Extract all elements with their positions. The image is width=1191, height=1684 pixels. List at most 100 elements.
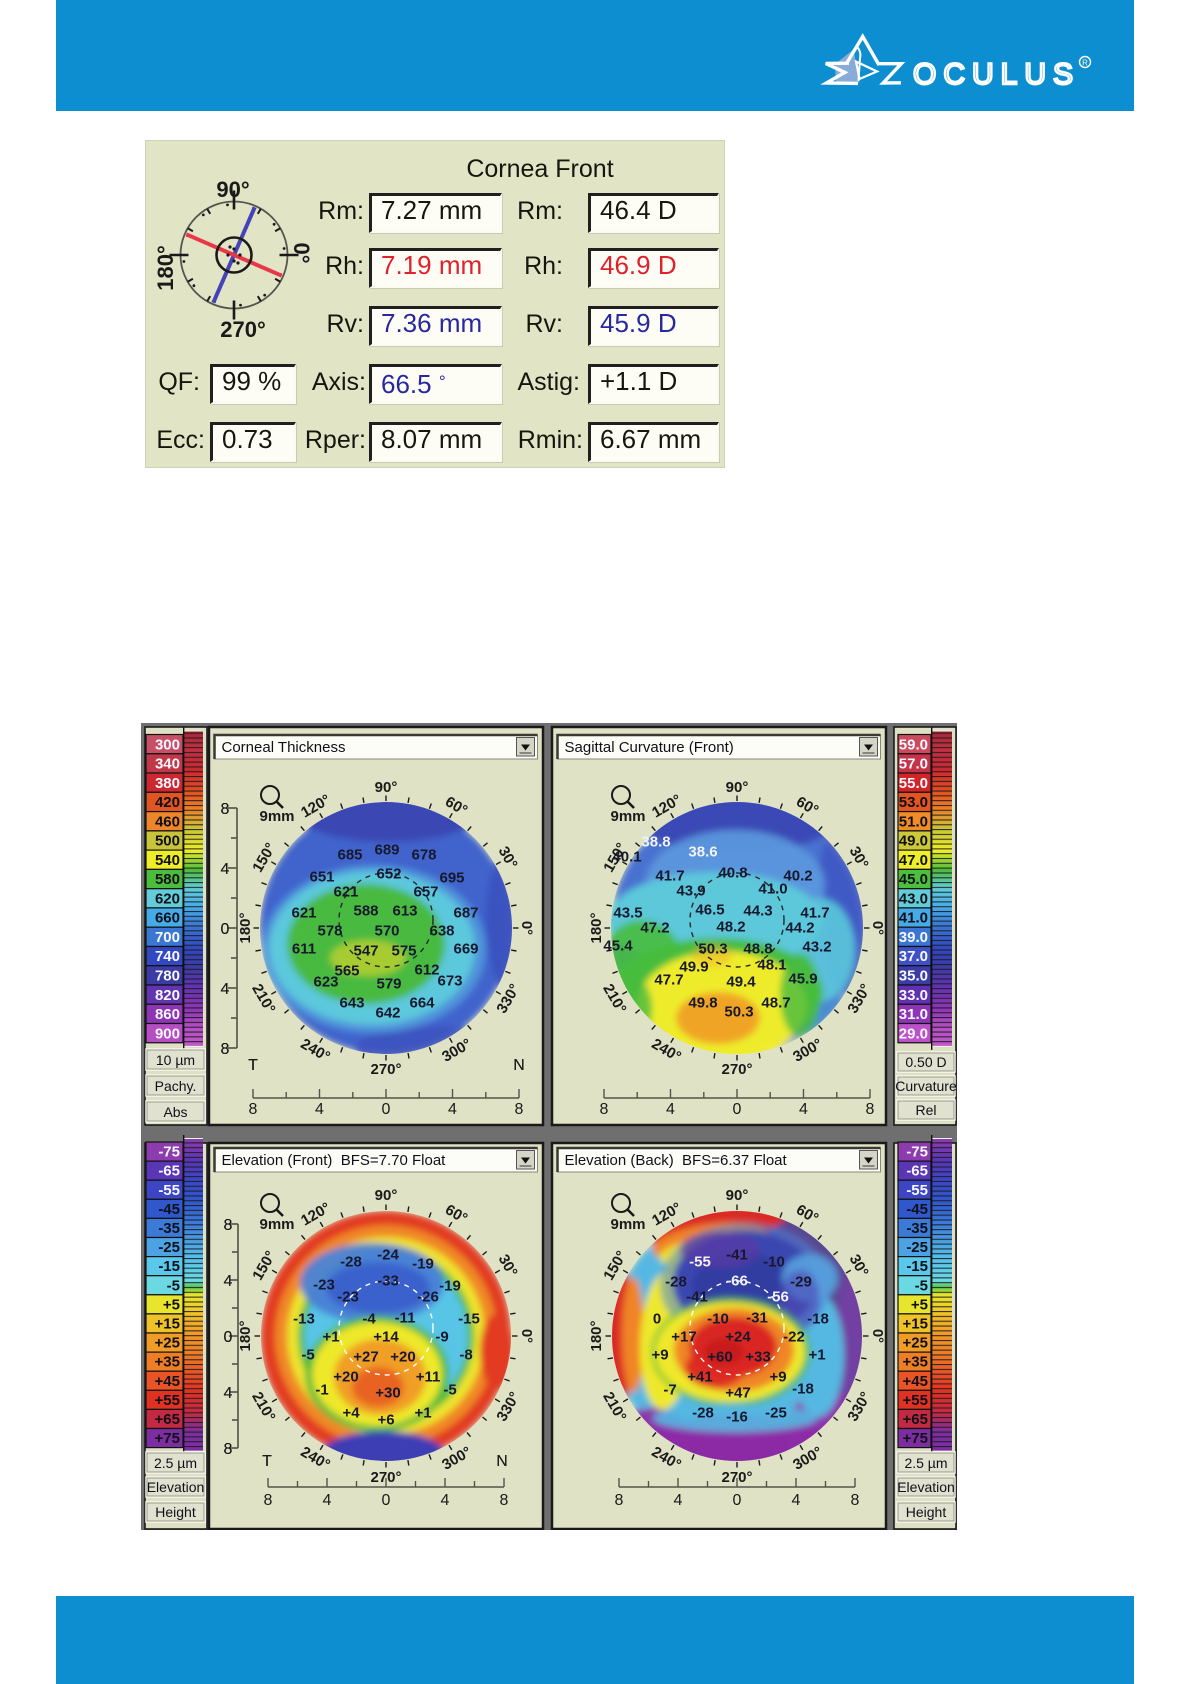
svg-text:621: 621 <box>291 905 316 922</box>
svg-text:8: 8 <box>866 1101 875 1118</box>
svg-text:90°: 90° <box>375 779 398 796</box>
svg-text:180°: 180° <box>237 912 254 943</box>
svg-text:180°: 180° <box>153 245 178 291</box>
svg-text:OCULUS: OCULUS <box>913 58 1080 91</box>
svg-text:2.5 µm: 2.5 µm <box>154 1455 197 1471</box>
svg-text:0: 0 <box>221 921 230 938</box>
svg-text:657: 657 <box>413 884 438 901</box>
svg-text:695: 695 <box>439 870 464 887</box>
svg-text:38.8: 38.8 <box>641 834 670 851</box>
svg-text:-31: -31 <box>746 1310 768 1327</box>
svg-text:0°: 0° <box>518 1329 535 1343</box>
svg-text:651: 651 <box>309 869 334 886</box>
svg-text:0: 0 <box>733 1101 742 1118</box>
svg-text:4: 4 <box>666 1101 675 1118</box>
svg-text:+45: +45 <box>903 1373 928 1390</box>
svg-text:-23: -23 <box>313 1277 335 1294</box>
svg-text:0°: 0° <box>518 921 535 935</box>
svg-text:4: 4 <box>792 1492 801 1509</box>
svg-text:270°: 270° <box>370 1469 401 1486</box>
svg-text:33.0: 33.0 <box>899 987 928 1004</box>
svg-text:+1: +1 <box>322 1329 339 1346</box>
svg-text:4: 4 <box>221 861 230 878</box>
svg-text:+65: +65 <box>155 1411 180 1428</box>
svg-text:50.3: 50.3 <box>724 1004 753 1021</box>
svg-text:+9: +9 <box>769 1369 786 1386</box>
svg-text:+5: +5 <box>163 1296 180 1313</box>
svg-text:Corneal Thickness: Corneal Thickness <box>222 739 346 756</box>
svg-text:48.8: 48.8 <box>743 941 772 958</box>
svg-text:673: 673 <box>437 973 462 990</box>
svg-text:49.4: 49.4 <box>726 974 756 991</box>
svg-text:565: 565 <box>334 963 359 980</box>
svg-text:+47: +47 <box>725 1385 750 1402</box>
svg-text:-10: -10 <box>707 1311 729 1328</box>
svg-text:687: 687 <box>453 905 478 922</box>
svg-text:0°: 0° <box>869 921 886 935</box>
svg-text:38.6: 38.6 <box>688 844 717 861</box>
svg-text:-15: -15 <box>458 1311 480 1328</box>
svg-text:900: 900 <box>155 1025 180 1042</box>
svg-text:45.4: 45.4 <box>603 938 633 955</box>
svg-text:+24: +24 <box>725 1329 751 1346</box>
svg-text:642: 642 <box>375 1005 400 1022</box>
svg-text:50.3: 50.3 <box>698 941 727 958</box>
svg-text:37.0: 37.0 <box>899 948 928 965</box>
svg-text:Elevation (Front) BFS=7.70 Fl: Elevation (Front) BFS=7.70 Float <box>222 1152 447 1169</box>
svg-text:Elevation (Back) BFS=6.37 Flo: Elevation (Back) BFS=6.37 Float <box>565 1152 788 1169</box>
svg-text:270°: 270° <box>220 317 266 342</box>
svg-text:-65: -65 <box>906 1163 928 1180</box>
svg-text:-13: -13 <box>293 1311 315 1328</box>
svg-text:+55: +55 <box>155 1392 180 1409</box>
svg-text:0.50 D: 0.50 D <box>905 1054 946 1070</box>
svg-text:740: 740 <box>155 948 180 965</box>
svg-text:+65: +65 <box>903 1411 928 1428</box>
svg-text:+5: +5 <box>911 1296 928 1313</box>
svg-text:Rel: Rel <box>915 1102 936 1118</box>
svg-text:700: 700 <box>155 929 180 946</box>
svg-text:-5: -5 <box>167 1277 180 1294</box>
svg-text:270°: 270° <box>721 1469 752 1486</box>
svg-text:2.5 µm: 2.5 µm <box>904 1455 947 1471</box>
svg-text:8: 8 <box>224 1441 233 1458</box>
svg-text:579: 579 <box>376 976 401 993</box>
svg-text:31.0: 31.0 <box>899 1006 928 1023</box>
svg-text:Pachy.: Pachy. <box>155 1078 197 1094</box>
svg-text:8: 8 <box>224 1217 233 1234</box>
svg-text:+35: +35 <box>155 1354 180 1371</box>
svg-text:689: 689 <box>374 842 399 859</box>
svg-text:4: 4 <box>221 981 230 998</box>
svg-text:T: T <box>262 1453 272 1470</box>
svg-text:578: 578 <box>317 923 342 940</box>
svg-text:8: 8 <box>221 801 230 818</box>
svg-text:660: 660 <box>155 910 180 927</box>
svg-text:N: N <box>496 1453 508 1470</box>
svg-text:4: 4 <box>224 1385 233 1402</box>
svg-text:612: 612 <box>414 962 439 979</box>
svg-text:+17: +17 <box>671 1329 696 1346</box>
svg-text:4: 4 <box>224 1385 233 1402</box>
svg-text:-41: -41 <box>726 1247 748 1264</box>
svg-text:8: 8 <box>224 1217 233 1234</box>
svg-text:+41: +41 <box>687 1369 712 1386</box>
svg-text:-65: -65 <box>158 1163 180 1180</box>
svg-text:8: 8 <box>500 1492 509 1509</box>
svg-text:420: 420 <box>155 794 180 811</box>
svg-text:340: 340 <box>155 756 180 773</box>
svg-text:47.0: 47.0 <box>899 852 928 869</box>
svg-text:49.9: 49.9 <box>679 959 708 976</box>
svg-text:8: 8 <box>224 1441 233 1458</box>
svg-text:29.0: 29.0 <box>899 1025 928 1042</box>
svg-text:270°: 270° <box>370 1061 401 1078</box>
svg-text:+1: +1 <box>808 1347 825 1364</box>
svg-text:380: 380 <box>155 775 180 792</box>
svg-text:47.2: 47.2 <box>640 920 669 937</box>
svg-text:4: 4 <box>315 1101 324 1118</box>
svg-text:+25: +25 <box>155 1335 180 1352</box>
svg-text:0: 0 <box>224 1329 233 1346</box>
svg-text:44.2: 44.2 <box>785 920 814 937</box>
svg-text:8: 8 <box>515 1101 524 1118</box>
svg-text:-15: -15 <box>906 1258 928 1275</box>
svg-text:+15: +15 <box>903 1316 928 1333</box>
svg-text:T: T <box>262 1453 272 1470</box>
